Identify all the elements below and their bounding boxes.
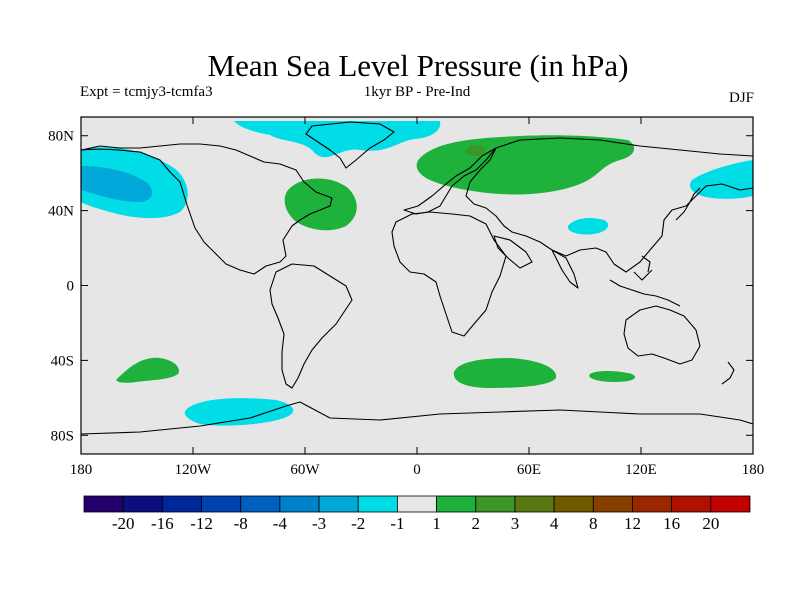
colorbar-label: 8 — [589, 514, 598, 533]
colorbar-swatch — [475, 495, 516, 513]
colorbar-swatch — [83, 495, 124, 513]
coastline-south-america — [269, 263, 353, 389]
colorbar-swatch — [279, 495, 320, 513]
colorbar-swatch — [710, 495, 751, 513]
colorbar-label: 12 — [624, 514, 641, 533]
coastline-new-zealand — [721, 361, 735, 385]
colorbar-swatch — [592, 495, 633, 513]
colorbar-swatch — [632, 495, 673, 513]
longitude-axis: 180 120W 60W 0 60E 120E 180 — [70, 117, 765, 478]
lat-tick-label: 80S — [51, 428, 74, 444]
map-panel: 80N 40N 0 40S 80S 180 120W 60W 0 60E 120E 180 — [48, 116, 765, 478]
coastline-australia — [623, 305, 701, 365]
lon-tick-label: 180 — [742, 462, 765, 478]
anomaly-north-pacific-core — [81, 166, 153, 202]
coastline-europe — [403, 147, 497, 215]
lat-tick-label: 40S — [51, 353, 74, 369]
lon-tick-label: 60E — [517, 462, 541, 478]
colorbar-swatch — [514, 495, 555, 513]
map-background — [81, 117, 753, 454]
colorbar-swatch — [201, 495, 242, 513]
colorbar-swatch — [161, 495, 202, 513]
colorbar-label: 4 — [550, 514, 559, 533]
coastlines — [81, 121, 753, 435]
anomaly-southeast-indian-ocean — [589, 371, 636, 382]
coastline-africa — [391, 211, 507, 337]
coastline-north-america — [81, 143, 333, 275]
anomaly-amundsen-sea — [184, 398, 294, 426]
latitude-axis: 80N 40N 0 40S 80S — [48, 129, 753, 444]
anomaly-layer — [81, 121, 753, 426]
colorbar-swatch — [318, 495, 359, 513]
lon-tick-label: 60W — [290, 462, 320, 478]
period-label: 1kyr BP - Pre-Ind — [364, 84, 471, 100]
colorbar-swatch — [397, 495, 437, 513]
colorbar-label: 16 — [663, 514, 680, 533]
colorbar-label: -12 — [190, 514, 213, 533]
lon-tick-label: 120E — [625, 462, 657, 478]
coastline-asia — [465, 137, 753, 273]
season-label: DJF — [729, 90, 754, 106]
chart-title: Mean Sea Level Pressure (in hPa) — [208, 48, 629, 83]
experiment-label: Expt = tcmjy3-tcmfa3 — [80, 84, 213, 100]
colorbar-label: -1 — [390, 514, 404, 533]
colorbar-swatch — [553, 495, 594, 513]
colorbar-label: -20 — [112, 514, 135, 533]
lon-tick-label: 180 — [70, 462, 93, 478]
coastline-arabia-india — [493, 235, 579, 289]
colorbar-swatch — [357, 495, 398, 513]
colorbar-label: -3 — [312, 514, 326, 533]
colorbar-label: -4 — [273, 514, 288, 533]
colorbar-label: 3 — [511, 514, 520, 533]
anomaly-south-pacific — [116, 357, 180, 383]
coastline-greenland — [305, 121, 395, 169]
colorbar-label: -16 — [151, 514, 174, 533]
lon-tick-label: 0 — [413, 462, 421, 478]
lat-tick-label: 40N — [48, 204, 74, 220]
colorbar-swatch — [436, 495, 477, 513]
coastline-antarctica — [81, 401, 753, 435]
colorbar-swatch — [671, 495, 712, 513]
colorbar-label: 20 — [702, 514, 719, 533]
colorbar-label: -8 — [234, 514, 248, 533]
anomaly-scandinavia-core — [465, 144, 486, 156]
coastline-se-asia-islands — [609, 255, 681, 307]
anomaly-arctic-greenland — [234, 121, 441, 158]
colorbar-label: 2 — [472, 514, 481, 533]
colorbar-swatch — [240, 495, 281, 513]
anomaly-tibet-plateau — [567, 218, 609, 235]
lon-tick-label: 120W — [175, 462, 213, 478]
anomaly-western-atlantic — [284, 178, 357, 231]
colorbar-label: -2 — [351, 514, 365, 533]
lat-tick-label: 80N — [48, 129, 74, 145]
colorbar-label: 1 — [432, 514, 441, 533]
lat-tick-label: 0 — [67, 279, 75, 295]
colorbar-swatch — [122, 495, 163, 513]
colorbar: -20 -16 -12 -8 -4 -3 -2 -1 1 2 3 4 8 12 16 20 — [83, 495, 751, 533]
anomaly-south-indian-ocean — [453, 358, 557, 388]
coastline-japan — [675, 187, 701, 221]
